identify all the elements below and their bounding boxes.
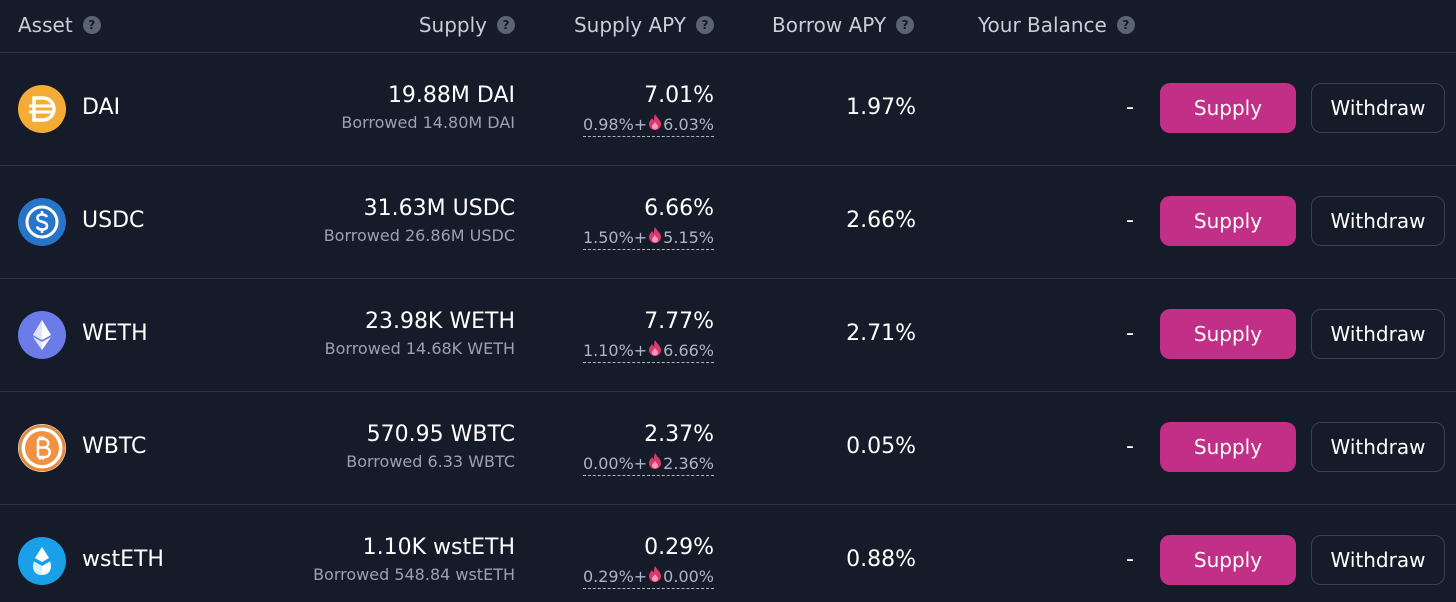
header-borrow-apy: Borrow APY ? [772,12,915,38]
apy-breakdown[interactable]: 1.10% + 6.66% [582,339,714,363]
help-icon[interactable]: ? [896,16,915,34]
supply-button[interactable]: Supply [1160,422,1296,472]
borrowed-amount: Borrowed 548.84 wstETH [313,565,515,584]
header-supply: Supply ? [419,12,515,38]
borrow-apy: 2.66% [846,208,916,233]
apy-plus: + [633,566,648,586]
borrow-apy: 0.88% [846,547,916,572]
apy-base: 1.10% [582,340,634,360]
apy-reward: 5.15% [663,227,714,247]
apy-breakdown[interactable]: 0.29% + 0.00% [582,565,714,589]
header-supply-apy-label: Supply APY [573,13,686,37]
help-icon[interactable]: ? [696,16,714,34]
withdraw-button[interactable]: Withdraw [1311,196,1445,246]
borrowed-amount: Borrowed 14.80M DAI [341,113,515,132]
apy-reward: 0.00% [663,566,714,586]
withdraw-button[interactable]: Withdraw [1311,309,1445,359]
borrow-apy: 0.05% [846,434,916,459]
borrowed-amount: Borrowed 6.33 WBTC [346,452,515,471]
your-balance: - [1126,321,1134,346]
flame-icon [648,565,662,587]
apy-plus: + [633,114,648,134]
flame-icon [648,226,662,248]
supply-button[interactable]: Supply [1160,309,1296,359]
apy-breakdown[interactable]: 0.00% + 2.36% [582,452,714,476]
flame-icon [648,452,662,474]
borrowed-amount: Borrowed 14.68K WETH [324,339,515,358]
supply-amount: 19.88M DAI [387,83,515,108]
table-row: wstETH 1.10K wstETH Borrowed 548.84 wstE… [0,505,1456,602]
wsteth-icon [18,537,66,585]
table-header: Asset ? Supply ? Supply APY ? Borrow APY… [0,0,1456,53]
apy-base: 0.98% [582,114,634,134]
header-supply-label: Supply [418,13,487,37]
weth-icon [18,311,66,359]
apy-breakdown[interactable]: 1.50% + 5.15% [582,226,714,250]
borrowed-amount: Borrowed 26.86M USDC [323,226,515,245]
table-row: DAI 19.88M DAI Borrowed 14.80M DAI 7.01%… [0,53,1456,166]
supply-button[interactable]: Supply [1160,535,1296,585]
wbtc-icon [18,424,66,472]
apy-reward: 6.66% [663,340,714,360]
table-row: WETH 23.98K WETH Borrowed 14.68K WETH 7.… [0,279,1456,392]
help-icon[interactable]: ? [497,16,515,34]
your-balance: - [1126,95,1134,120]
apy-plus: + [633,453,648,473]
apy-reward: 2.36% [663,453,714,473]
supply-amount: 1.10K wstETH [362,535,515,560]
supply-apy: 7.01% [644,83,714,108]
supply-apy: 7.77% [644,309,714,334]
header-supply-apy: Supply APY ? [574,12,714,38]
help-icon[interactable]: ? [82,16,101,34]
table-row: WBTC 570.95 WBTC Borrowed 6.33 WBTC 2.37… [0,392,1456,505]
header-borrow-apy-label: Borrow APY [772,13,887,37]
header-asset: Asset ? [18,12,101,38]
supply-apy: 2.37% [644,422,714,447]
your-balance: - [1126,547,1134,572]
apy-base: 0.00% [582,453,634,473]
asset-name: DAI [82,95,121,120]
withdraw-button[interactable]: Withdraw [1311,535,1445,585]
apy-reward: 6.03% [663,114,714,134]
apy-base: 0.29% [582,566,634,586]
flame-icon [648,339,662,361]
apy-plus: + [633,227,648,247]
header-your-balance-label: Your Balance [978,13,1107,37]
asset-name: wstETH [82,547,164,572]
header-your-balance: Your Balance ? [978,12,1135,38]
apy-base: 1.50% [582,227,634,247]
table-row: USDC 31.63M USDC Borrowed 26.86M USDC 6.… [0,166,1456,279]
withdraw-button[interactable]: Withdraw [1311,422,1445,472]
asset-name: WBTC [82,434,147,459]
borrow-apy: 2.71% [846,321,916,346]
your-balance: - [1126,434,1134,459]
dai-icon [18,85,66,133]
supply-amount: 31.63M USDC [363,196,515,221]
supply-amount: 570.95 WBTC [366,422,515,447]
your-balance: - [1126,208,1134,233]
withdraw-button[interactable]: Withdraw [1311,83,1445,133]
borrow-apy: 1.97% [846,95,916,120]
flame-icon [648,113,662,135]
supply-button[interactable]: Supply [1160,196,1296,246]
asset-name: USDC [82,208,145,233]
help-icon[interactable]: ? [1116,16,1135,34]
supply-button[interactable]: Supply [1160,83,1296,133]
supply-apy: 6.66% [644,196,714,221]
supply-apy: 0.29% [644,535,714,560]
asset-name: WETH [82,321,148,346]
supply-amount: 23.98K WETH [364,309,515,334]
apy-plus: + [633,340,648,360]
usdc-icon [18,198,66,246]
header-asset-label: Asset [18,13,73,37]
apy-breakdown[interactable]: 0.98% + 6.03% [582,113,714,137]
